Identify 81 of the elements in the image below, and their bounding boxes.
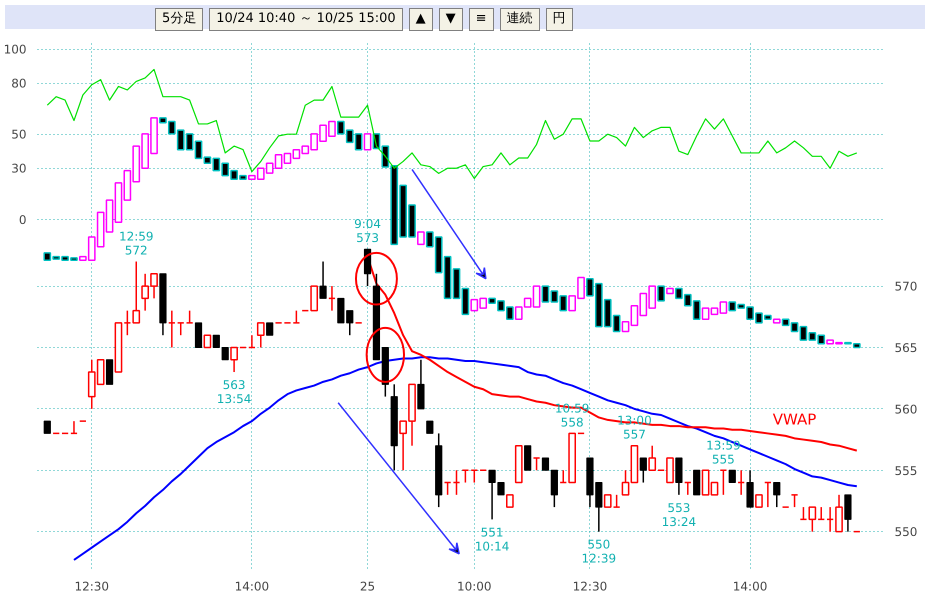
candlestick	[790, 494, 798, 508]
candlestick	[728, 470, 736, 484]
candlestick	[826, 506, 834, 532]
y2-tick-label: 0	[18, 212, 27, 227]
candlestick	[176, 322, 185, 336]
annotation: 12:59 572	[118, 230, 154, 258]
candlestick	[755, 494, 763, 508]
y2-tick-label: 50	[11, 128, 27, 142]
y-tick-label: 560	[894, 402, 918, 416]
candlestick	[462, 470, 470, 484]
candlestick	[488, 470, 496, 520]
text: ≡	[468, 8, 494, 31]
candlestick	[648, 444, 656, 472]
series-label: VWAP	[772, 410, 816, 428]
candlestick	[764, 482, 772, 508]
x-tick-label: 12:30	[74, 580, 110, 594]
candlestick	[248, 334, 256, 348]
candlestick	[186, 310, 194, 324]
candlestick	[452, 470, 460, 496]
candlestick	[684, 482, 692, 496]
text: 連続	[500, 8, 540, 31]
candlestick	[44, 420, 51, 434]
candlestick	[497, 482, 505, 496]
candlestick	[666, 288, 674, 294]
candlestick	[230, 346, 238, 373]
annotation: 13:59 555	[706, 438, 741, 466]
candlestick	[222, 346, 229, 360]
annotation: 9:04 573	[354, 217, 382, 246]
x-tick-label: 10:00	[457, 580, 492, 594]
y2-tick-label: 100	[4, 42, 26, 57]
text: 円	[546, 8, 573, 31]
candlestick	[266, 322, 274, 336]
candlestick	[657, 285, 665, 302]
x-tick-label: 14:00	[732, 580, 768, 594]
candlestick	[212, 334, 220, 348]
candlestick	[772, 318, 781, 324]
y2-tick-label: 30	[11, 162, 27, 176]
candlestick	[542, 457, 550, 471]
y-tick-label: 555	[894, 464, 918, 478]
annotation: 551 10:14	[474, 525, 510, 554]
candlestick	[612, 494, 620, 508]
x-tick-label: 25	[360, 580, 376, 594]
candlestick	[737, 470, 746, 496]
candlestick	[559, 470, 568, 484]
y-tick-label: 565	[894, 340, 918, 355]
y-tick-label: 570	[894, 280, 918, 294]
candlestick	[319, 260, 327, 300]
candlestick	[364, 133, 372, 151]
candlestick	[328, 285, 336, 312]
y2-tick-label: 80	[11, 76, 27, 91]
candlestick	[773, 482, 780, 508]
candlestick	[292, 310, 300, 324]
candlestick	[532, 457, 540, 472]
annotation: 563 13:54	[216, 378, 252, 406]
annotation: 550 12:39	[582, 538, 616, 566]
candlestick	[470, 470, 478, 484]
x-tick-label: 12:30	[572, 580, 608, 594]
annotation: 553 13:24	[662, 500, 696, 529]
y-tick-label: 550	[894, 525, 918, 540]
candlestick	[640, 457, 647, 484]
candlestick	[817, 506, 826, 520]
chart-subtitle: 5分足	[155, 8, 204, 31]
text: ▼	[438, 8, 463, 31]
candlestick	[506, 494, 514, 508]
candlestick	[604, 494, 612, 508]
candlestick	[70, 420, 78, 434]
candlestick	[417, 231, 425, 246]
x-tick-label: 14:00	[234, 580, 270, 594]
candlestick	[426, 420, 434, 434]
candlestick	[808, 506, 816, 532]
candlestick	[204, 334, 212, 348]
candlestick	[720, 470, 728, 496]
line-series	[46, 68, 858, 180]
candlestick	[444, 482, 452, 496]
candlestick	[256, 322, 265, 348]
chart-title: 10/24 10:40 ～ 10/25 15:00	[209, 8, 403, 31]
candlestick	[168, 310, 176, 348]
line-series	[72, 356, 858, 561]
candlestick	[800, 506, 808, 520]
text: ▲	[408, 8, 433, 31]
candlestick	[132, 260, 140, 324]
